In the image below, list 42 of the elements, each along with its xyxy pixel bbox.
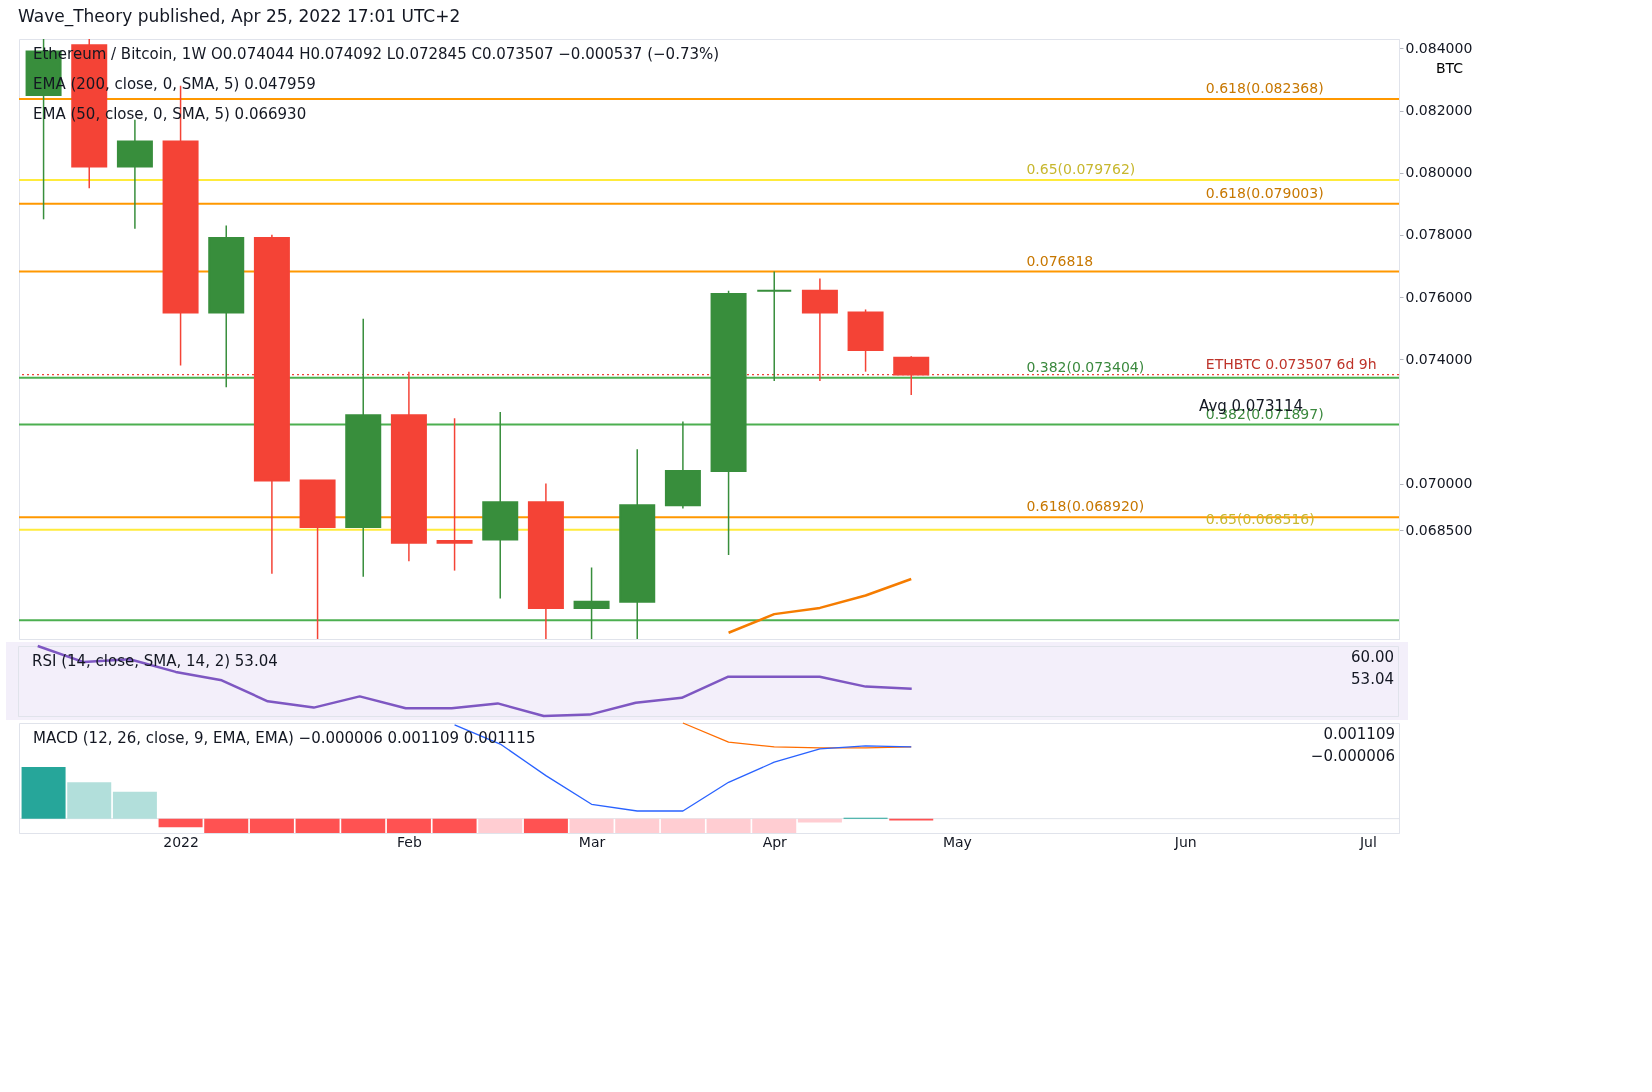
bar [386,818,431,833]
bar [67,782,112,819]
y-axis-title: BTC [1435,59,1464,76]
chart-title: Wave_Theory published, Apr 25, 2022 17:01 UTC+2 [18,6,461,28]
candlestick [573,566,610,640]
y-tick-label: 0.068500 [1405,521,1473,538]
y-tick-label: 0.082000 [1405,102,1473,118]
x-tick-label: Mar [578,833,606,850]
x-tick-label: Jun [1173,833,1197,850]
ref-line-label: 0.618(0.082368) [1205,80,1324,97]
bar [660,818,705,833]
bar [112,791,157,819]
y-tick-label: 0.074000 [1405,350,1473,367]
bar [432,818,477,833]
ref-line-label: 0.076818 [1026,252,1094,269]
annotation: Ethereum / Bitcoin, 1W O0.074044 H0.074092 L0.072845 C0.073507 −0.000537 (−0.73%) [33,45,720,63]
ref-line-label: 0.618(0.068920) [1026,498,1145,515]
annotation: 0.001109 [1323,725,1395,743]
y-tick-label: 0.084000 [1405,39,1473,56]
ref-line-label: 0.618(0.079003) [1205,184,1324,201]
candlestick [436,417,473,572]
annotation: −0.000006 [1310,747,1395,765]
candlestick [756,270,793,382]
text: 53.04 [1351,670,1394,688]
ref-line-label: ETHBTC 0.073507 6d 9h [1205,355,1377,372]
line-series [727,577,913,635]
text: 60.00 [1351,648,1394,666]
bar [478,818,523,833]
y-tick-label: 0.070000 [1405,475,1473,492]
bar [523,818,568,833]
y-tick-label: 0.080000 [1405,164,1473,181]
x-tick-label: May [942,833,972,850]
x-tick-label: Apr [762,833,788,850]
bar [21,767,66,819]
x-tick-label: Feb [397,833,422,850]
ref-line-label: 0.382(0.073404) [1026,358,1145,375]
bar [249,818,294,833]
y-tick-label: 0.076000 [1405,288,1473,305]
x-tick-label: 2022 [163,833,199,850]
ref-line-label: 0.65(0.079762) [1026,161,1136,178]
x-tick-label: Jul [1358,833,1377,850]
y-tick-label: 0.078000 [1405,226,1473,243]
